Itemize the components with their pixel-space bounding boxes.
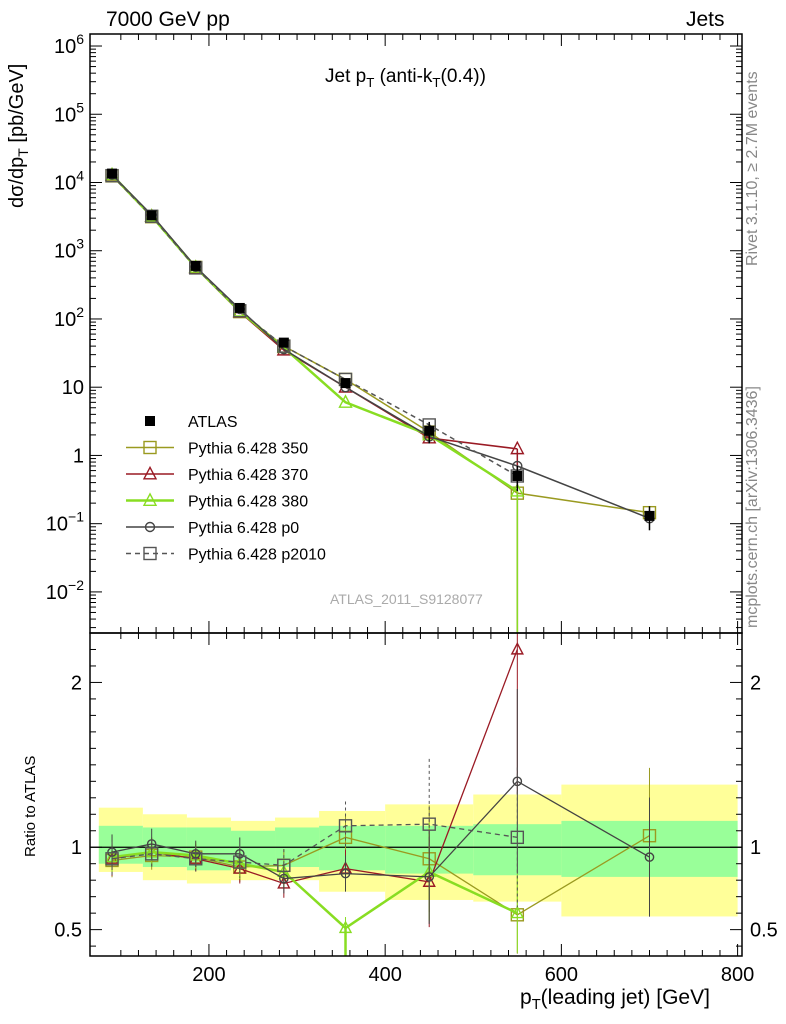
ytick-label: 10−1 [46,509,84,536]
rtick-label: 0.5 [54,920,82,942]
legend-label: Pythia 6.428 p2010 [188,547,326,564]
ytick-exponent: 4 [76,167,84,183]
marker-circle [144,521,156,533]
ratio-line [111,850,518,930]
legend-label: ATLAS [188,414,238,431]
marker-square [144,209,159,223]
marker-triangle [510,440,525,455]
marker-square [340,378,351,389]
ratio-ylabel: Ratio to ATLAS [22,755,39,857]
series-line [111,175,650,514]
ytick-exponent: −1 [68,509,84,525]
marker-square [278,337,289,348]
marker-triangle [510,483,525,497]
marker-circle [512,776,523,787]
marker-square [233,855,247,869]
marker-square [107,168,118,179]
marker-square [277,858,291,873]
legend: ATLAS Pythia 6.428 350 Pythia 6.428 370 Pyt… [126,414,326,564]
series-line [111,174,650,519]
series-layer [104,166,657,956]
main-ylabel: dσ/dpT [pb/GeV] [6,64,31,208]
legend-label: Pythia 6.428 p0 [188,520,299,537]
mcplots-label: mcplots.cern.ch [arXiv:1306.3436] [744,386,761,628]
axes-frame: 10−2 10−1 1 10 102 103 104 105 106 200 400 600 800 0.… [46,31,778,986]
marker-square [234,302,245,313]
ytick-exponent: 2 [76,304,84,320]
series-line [111,174,518,450]
marker-square [143,440,157,455]
xtick-label: 800 [721,964,754,986]
rtick-label: 2 [750,672,761,694]
ytick-label: 105 [54,99,84,126]
marker-circle [234,849,245,859]
marker-triangle [142,492,158,506]
process-label: Jets [686,8,725,31]
ytick-label: 103 [54,236,84,263]
xlabel-text: pT(leading jet) [GeV] [520,986,710,1014]
rivet-label: Rivet 3.1.10, ≥ 2.7M events [744,71,761,266]
series-line [111,174,518,493]
legend-label: Pythia 6.428 380 [188,494,308,511]
ytick-label: 102 [54,304,84,331]
ytick-exponent: 5 [76,99,84,115]
ytick-exponent: −2 [68,577,84,593]
xtick-label: 400 [368,964,401,986]
ratio-frame [89,632,743,957]
marker-square [189,852,203,866]
ytick-label: 104 [54,167,84,194]
ratio-xlabel: pT(leading jet) [GeV] [520,986,710,1013]
marker-square [422,817,436,831]
marker-square [512,470,523,481]
legend-label: Pythia 6.428 350 [188,441,308,458]
marker-triangle [510,905,524,919]
rtick-label: 1 [71,837,82,859]
legend-label: Pythia 6.428 370 [188,467,308,484]
ytick-exponent: 3 [76,236,84,252]
main-ylabel-text: dσ/dpT [pb/GeV] [6,63,31,208]
main-frame [89,33,743,634]
rtick-label: 0.5 [750,920,778,942]
rtick-label: 2 [71,672,82,694]
marker-square [424,425,435,436]
rtick-label: 1 [750,837,761,859]
ratio-line [111,823,518,867]
analysis-label: ATLAS_2011_S9128077 [330,591,483,607]
marker-square [105,852,119,866]
ytick-label: 106 [54,31,84,58]
marker-triangle [510,641,524,655]
ytick-exponent: 6 [76,31,84,47]
marker-square [144,847,159,861]
xtick-label: 200 [192,964,225,986]
plot-title: Jet pT (anti-kT(0.4)) [325,66,486,90]
marker-square [143,546,157,561]
marker-square [338,819,353,833]
marker-triangle [338,394,353,408]
marker-square [190,260,201,271]
marker-circle [190,849,201,859]
marker-square [644,510,655,521]
marker-square [145,416,155,426]
ytick-label: 1 [73,445,84,467]
marker-triangle [142,465,158,480]
energy-label: 7000 GeV pp [106,8,230,31]
title-text: Jet pT (anti-kT(0.4)) [325,66,486,90]
series-line [111,175,518,477]
ytick-label: 10−2 [46,577,84,604]
marker-square [510,830,525,845]
ytick-label: 10 [62,377,84,399]
marker-circle [644,852,655,862]
xtick-label: 600 [545,964,578,986]
marker-circle [340,868,351,879]
marker-square [146,210,157,221]
